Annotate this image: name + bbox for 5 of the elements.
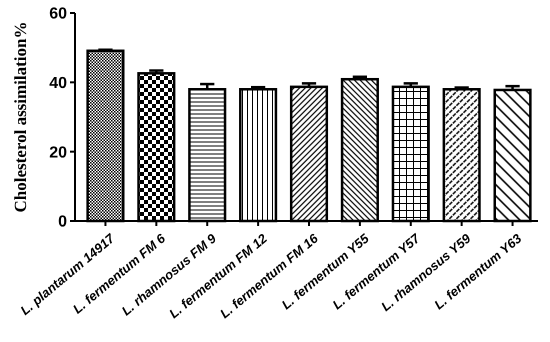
y-tick-label: 20 bbox=[49, 144, 68, 162]
y-tick-label: 60 bbox=[49, 6, 68, 23]
y-tick-label: 0 bbox=[58, 214, 68, 231]
y-axis-title: Cholesterol assimilation% bbox=[11, 22, 30, 212]
y-tick-label: 40 bbox=[49, 74, 68, 92]
